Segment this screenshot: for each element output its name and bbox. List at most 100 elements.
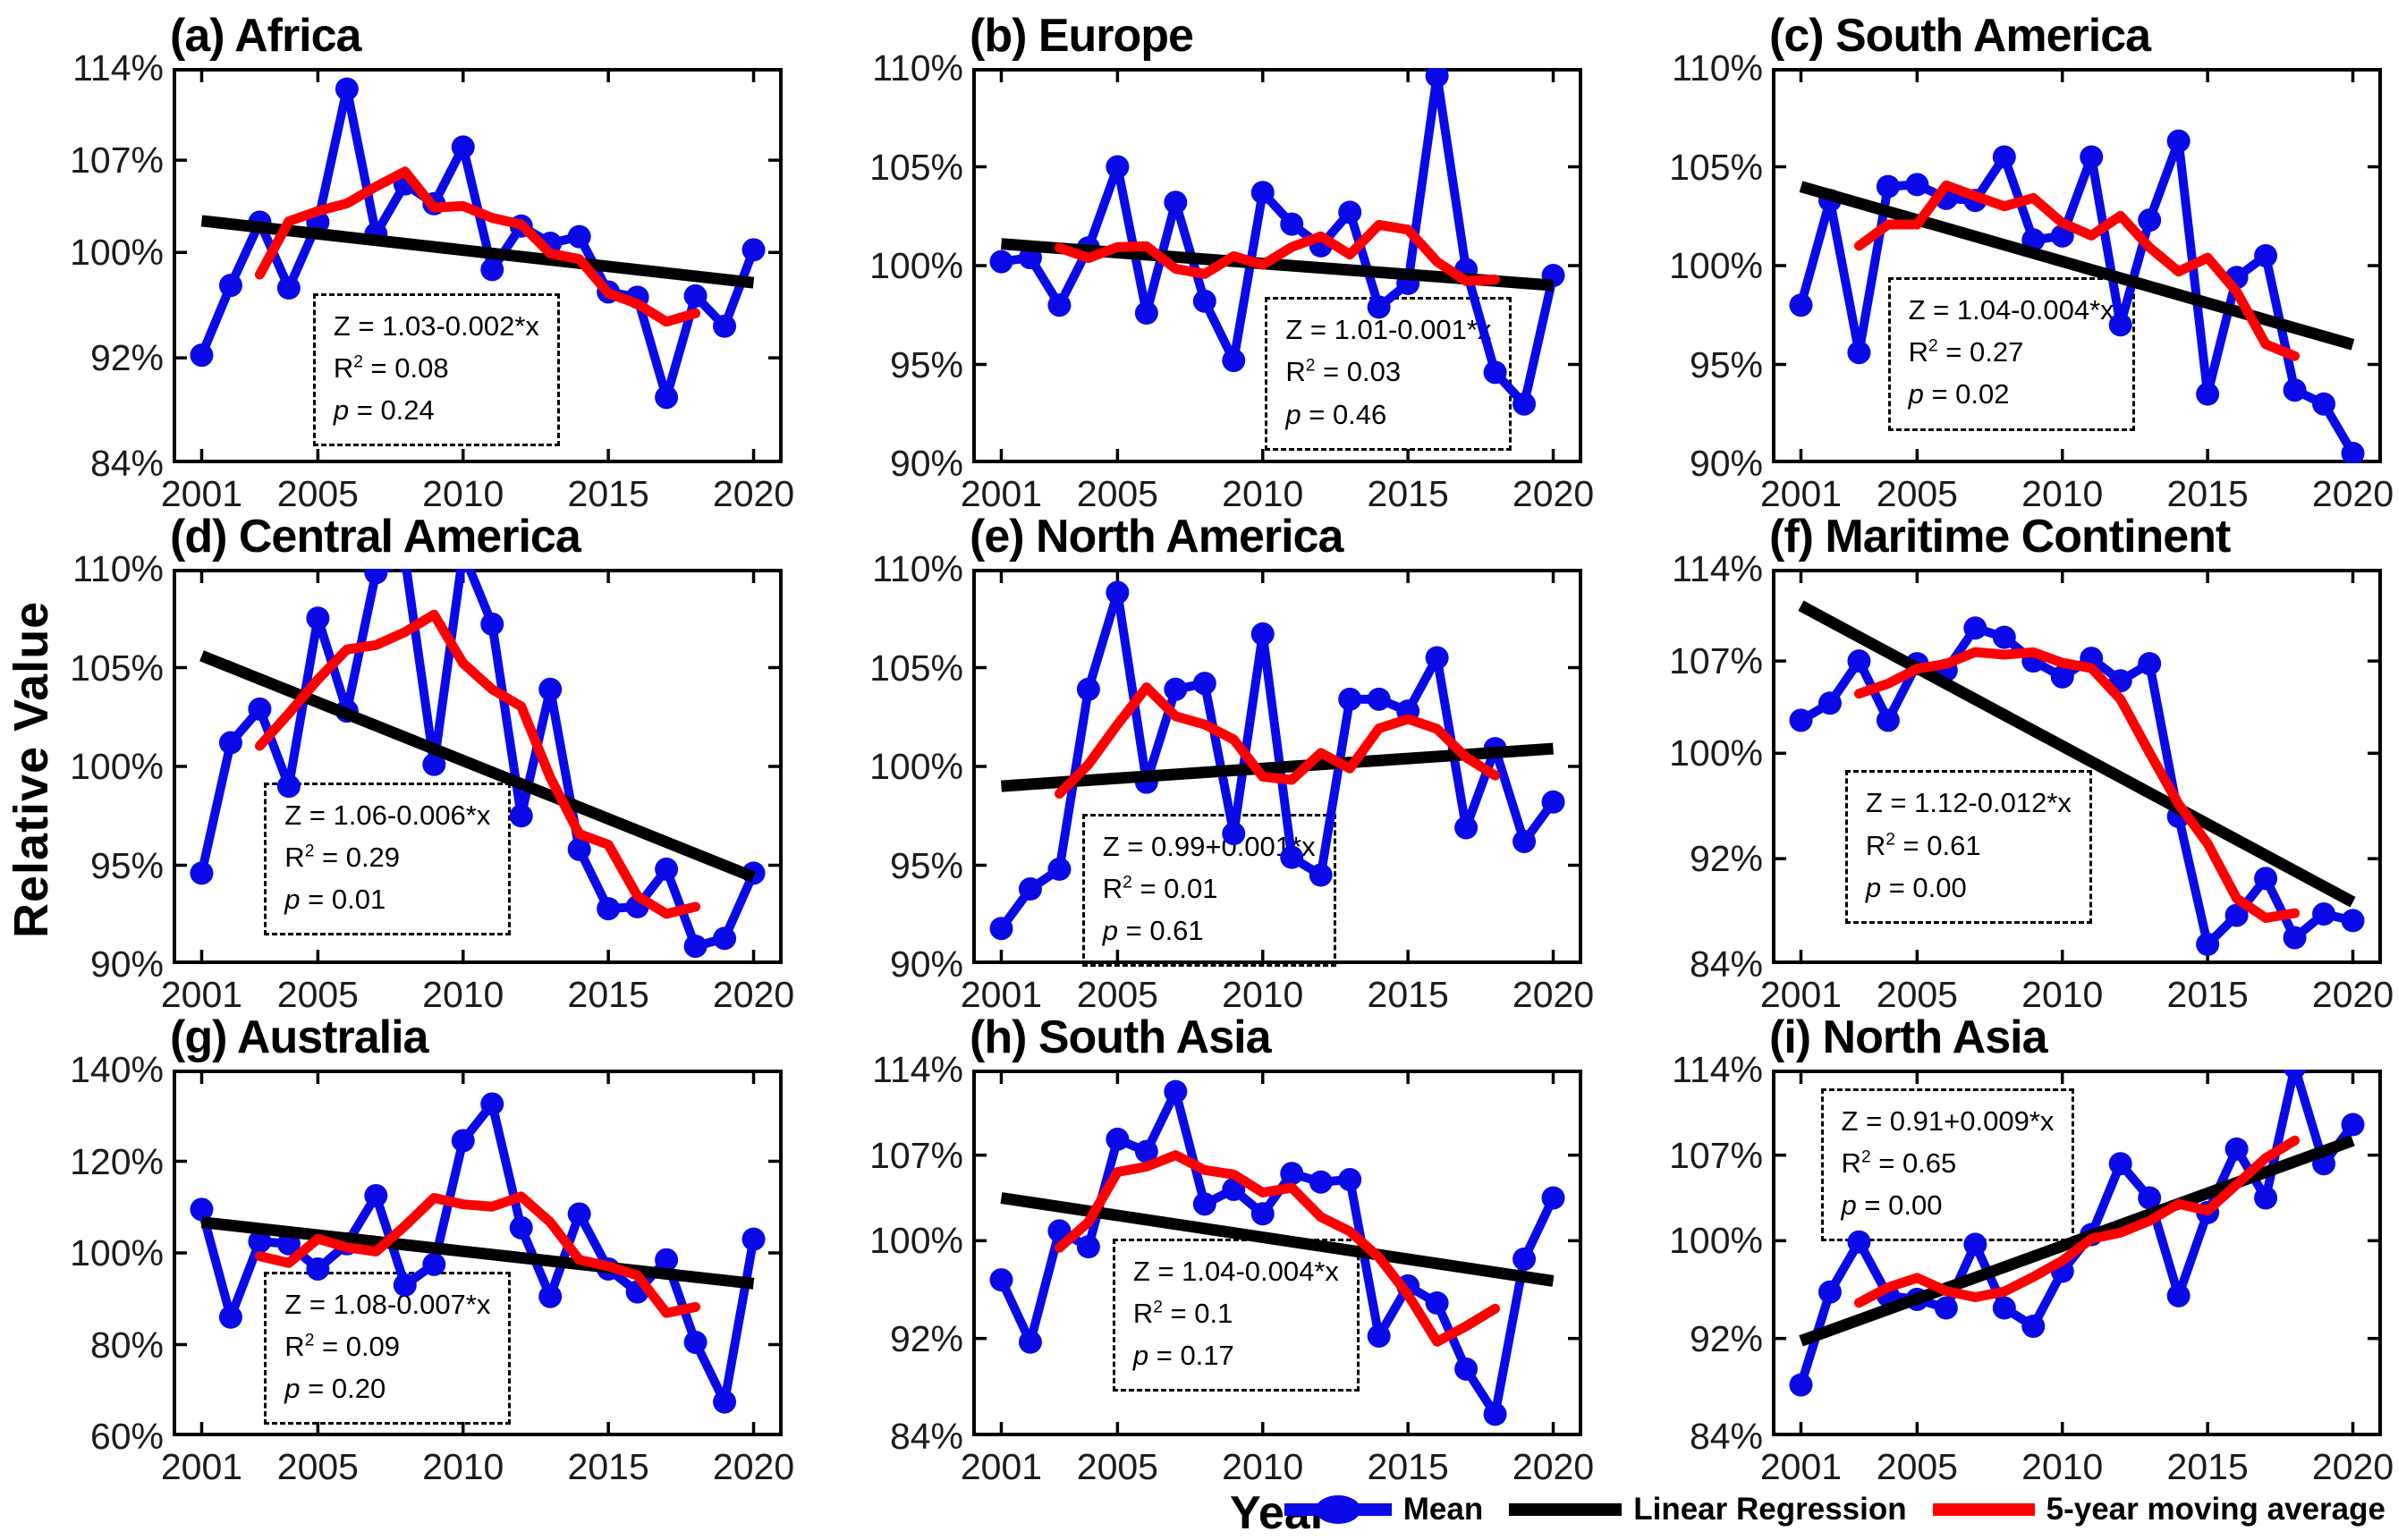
- y-tick-label: 100%: [1669, 732, 1763, 774]
- y-tick-label: 84%: [89, 443, 164, 484]
- x-tick-label: 2001: [1759, 1446, 1843, 1487]
- p-value: p = 0.46: [1285, 398, 1387, 430]
- x-tick-label: 2005: [276, 1446, 359, 1487]
- panel-title: (h) South Asia: [970, 1011, 1271, 1063]
- stats-annotation: Z = 1.06-0.006*x R2 = 0.29 p = 0.01: [264, 782, 512, 935]
- r-squared-value: R2 = 0.29: [284, 841, 401, 873]
- stats-annotation: Z = 1.01-0.001*x R2 = 0.03 p = 0.46: [1265, 297, 1513, 451]
- x-tick-label: 2001: [1759, 473, 1843, 514]
- plot-area: [1772, 68, 2382, 463]
- legend-label: Mean: [1402, 1492, 1484, 1527]
- plot-area: [173, 68, 783, 463]
- r-squared-value: R2 = 0.1: [1132, 1297, 1233, 1329]
- y-tick-label: 120%: [70, 1140, 164, 1182]
- x-tick-label: 2005: [1876, 1446, 1958, 1487]
- plot-area: [173, 1070, 783, 1436]
- y-tick-label: 84%: [1689, 1416, 1763, 1457]
- y-tick-label: 90%: [889, 943, 963, 985]
- x-tick-label: 2015: [567, 1446, 649, 1487]
- y-tick-label: 105%: [1669, 146, 1763, 188]
- y-tick-label: 100%: [70, 1232, 164, 1273]
- panel-title: (a) Africa: [170, 10, 361, 62]
- x-tick-label: 2015: [1367, 974, 1449, 1015]
- regression-equation: Z = 1.08-0.007*x: [284, 1288, 491, 1320]
- r-squared-value: R2 = 0.27: [1908, 336, 2024, 368]
- panel-title: (c) South America: [1769, 10, 2151, 62]
- x-tick-label: 2015: [2166, 1446, 2249, 1487]
- y-tick-label: 100%: [70, 232, 164, 274]
- regression-equation: Z = 1.04-0.004*x: [1132, 1255, 1339, 1287]
- y-tick-label: 60%: [89, 1416, 164, 1457]
- stats-annotation: Z = 0.91+0.009*x R2 = 0.65 p = 0.00: [1820, 1087, 2075, 1241]
- x-tick-label: 2010: [2021, 1446, 2104, 1487]
- panel-title: (i) North Asia: [1769, 1011, 2048, 1063]
- y-tick-label: 110%: [872, 548, 963, 589]
- y-tick-label: 92%: [1689, 838, 1763, 880]
- x-tick-label: 2020: [2311, 1446, 2394, 1487]
- x-tick-label: 2020: [1512, 974, 1595, 1015]
- y-tick-label: 110%: [1672, 47, 1763, 89]
- x-tick-label: 2001: [1759, 974, 1843, 1015]
- mean-line-marker-icon: [1284, 1495, 1392, 1524]
- y-tick-label: 95%: [89, 844, 164, 886]
- y-tick-label: 114%: [1672, 1049, 1763, 1090]
- x-tick-label: 2005: [1076, 1446, 1158, 1487]
- y-tick-label: 100%: [869, 245, 963, 286]
- chart-panel-b: (b) Europe Z = 1.01-0.001*x R2 = 0.03 p …: [800, 0, 1598, 514]
- y-tick-label: 100%: [869, 1220, 963, 1262]
- stats-annotation: Z = 1.08-0.007*x R2 = 0.09 p = 0.20: [264, 1271, 512, 1425]
- regression-equation: Z = 1.03-0.002*x: [333, 309, 539, 342]
- x-tick-label: 2015: [567, 974, 649, 1015]
- y-tick-label: 105%: [869, 146, 963, 188]
- x-tick-label: 2010: [422, 473, 504, 514]
- plot-area: [972, 68, 1582, 463]
- y-tick-label: 95%: [889, 844, 963, 886]
- x-tick-label: 2005: [276, 473, 359, 514]
- y-tick-label: 105%: [869, 647, 963, 689]
- stats-annotation: Z = 1.04-0.004*x R2 = 0.1 p = 0.17: [1112, 1238, 1360, 1392]
- plot-area: [972, 1070, 1582, 1436]
- p-value: p = 0.00: [1865, 871, 1967, 903]
- y-tick-label: 107%: [869, 1134, 963, 1176]
- r-squared-value: R2 = 0.09: [284, 1330, 401, 1362]
- regression-equation: Z = 0.91+0.009*x: [1841, 1104, 2055, 1137]
- x-tick-label: 2005: [276, 974, 359, 1015]
- plot-area: [173, 569, 783, 964]
- x-tick-label: 2010: [2021, 974, 2104, 1015]
- chart-panel-e: (e) North America Z = 0.99+0.001*x R2 = …: [800, 501, 1598, 1015]
- x-tick-label: 2001: [960, 974, 1043, 1015]
- y-tick-label: 140%: [70, 1049, 164, 1090]
- regression-equation: Z = 1.06-0.006*x: [284, 799, 491, 831]
- y-tick-label: 114%: [872, 1049, 963, 1090]
- x-tick-label: 2005: [1876, 974, 1958, 1015]
- r-squared-value: R2 = 0.01: [1102, 873, 1218, 905]
- chart-panel-h: (h) South Asia Z = 1.04-0.004*x R2 = 0.1…: [800, 1002, 1598, 1536]
- plot-area: [1772, 1070, 2382, 1436]
- x-tick-label: 2010: [422, 1446, 504, 1487]
- y-tick-label: 92%: [1689, 1317, 1763, 1359]
- y-tick-label: 84%: [1689, 943, 1763, 985]
- panel-title: (e) North America: [970, 511, 1343, 563]
- x-tick-label: 2001: [160, 473, 243, 514]
- x-tick-label: 2020: [712, 473, 795, 514]
- legend-item-mean: Mean: [1282, 1492, 1483, 1527]
- x-tick-label: 2001: [960, 473, 1043, 514]
- y-tick-label: 90%: [89, 943, 164, 985]
- x-tick-label: 2001: [960, 1446, 1043, 1487]
- x-tick-label: 2015: [567, 473, 649, 514]
- legend-label: 5-year moving average: [2046, 1492, 2385, 1527]
- y-tick-label: 100%: [70, 746, 164, 787]
- r-squared-value: R2 = 0.08: [333, 352, 449, 385]
- y-tick-label: 107%: [70, 140, 164, 182]
- x-tick-label: 2020: [2311, 473, 2394, 514]
- x-tick-label: 2020: [2311, 974, 2394, 1015]
- panel-title: (d) Central America: [170, 511, 581, 563]
- y-tick-label: 80%: [89, 1324, 164, 1366]
- legend-label: Linear Regression: [1633, 1492, 1907, 1527]
- p-value: p = 0.17: [1132, 1339, 1234, 1371]
- x-tick-label: 2020: [712, 1446, 795, 1487]
- legend: Mean Linear Regression 5-year moving ave…: [1282, 1492, 2385, 1527]
- r-squared-value: R2 = 0.61: [1865, 829, 1981, 861]
- legend-item-moving-average: 5-year moving average: [1930, 1492, 2385, 1527]
- y-tick-label: 110%: [72, 548, 164, 589]
